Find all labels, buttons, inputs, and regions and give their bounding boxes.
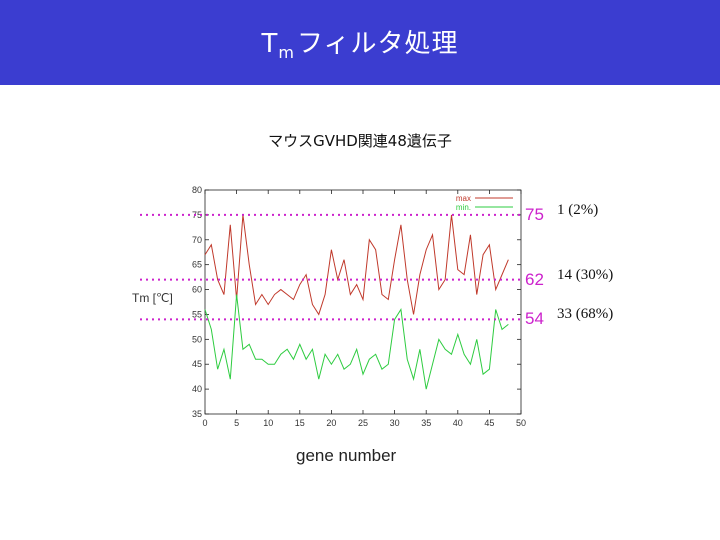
y-tick-label: 80	[192, 185, 202, 195]
title-subscript: m	[278, 43, 295, 62]
y-tick-label: 70	[192, 235, 202, 245]
plot-frame	[204, 189, 522, 415]
x-axis-label: gene number	[296, 446, 397, 465]
y-tick-label: 45	[192, 359, 202, 369]
y-tick-label: 60	[192, 285, 202, 295]
threshold-value: 54	[525, 309, 544, 329]
series-line-min	[204, 294, 509, 390]
threshold-value: 75	[525, 204, 544, 224]
x-tick-label: 40	[453, 418, 463, 428]
threshold-count: 33 (68%)	[557, 306, 614, 323]
slide-title: Tmフィルタ処理	[262, 23, 459, 62]
y-tick-label: 55	[192, 309, 202, 319]
y-tick-label: 35	[192, 409, 202, 419]
x-tick-label: 15	[295, 418, 305, 428]
x-tick-label: 20	[326, 418, 336, 428]
threshold-count: 14 (30%)	[557, 266, 614, 283]
x-tick-label: 50	[516, 418, 526, 428]
x-tick-label: 25	[358, 418, 368, 428]
chart-subtitle: マウスGVHD関連48遺伝子	[268, 132, 452, 150]
threshold-value: 62	[525, 269, 544, 289]
series-line-max	[204, 214, 509, 316]
y-tick-label: 65	[192, 260, 202, 270]
y-tick-label: 75	[192, 210, 202, 220]
x-tick-label: 45	[484, 418, 494, 428]
legend-label: max	[456, 194, 471, 203]
legend-label: min.	[456, 203, 471, 212]
x-tick-label: 0	[202, 418, 207, 428]
threshold-count: 1 (2%)	[557, 201, 599, 218]
y-tick-label: 50	[192, 334, 202, 344]
x-tick-label: 30	[390, 418, 400, 428]
x-tick-label: 35	[421, 418, 431, 428]
title-rest: フィルタ処理	[297, 29, 459, 59]
y-tick-label: 40	[192, 384, 202, 394]
y-axis-label: Tm [℃]	[132, 291, 173, 305]
title-main: T	[261, 29, 279, 59]
x-tick-label: 5	[234, 418, 239, 428]
x-tick-label: 10	[263, 418, 273, 428]
slide-header: Tmフィルタ処理	[0, 0, 720, 85]
